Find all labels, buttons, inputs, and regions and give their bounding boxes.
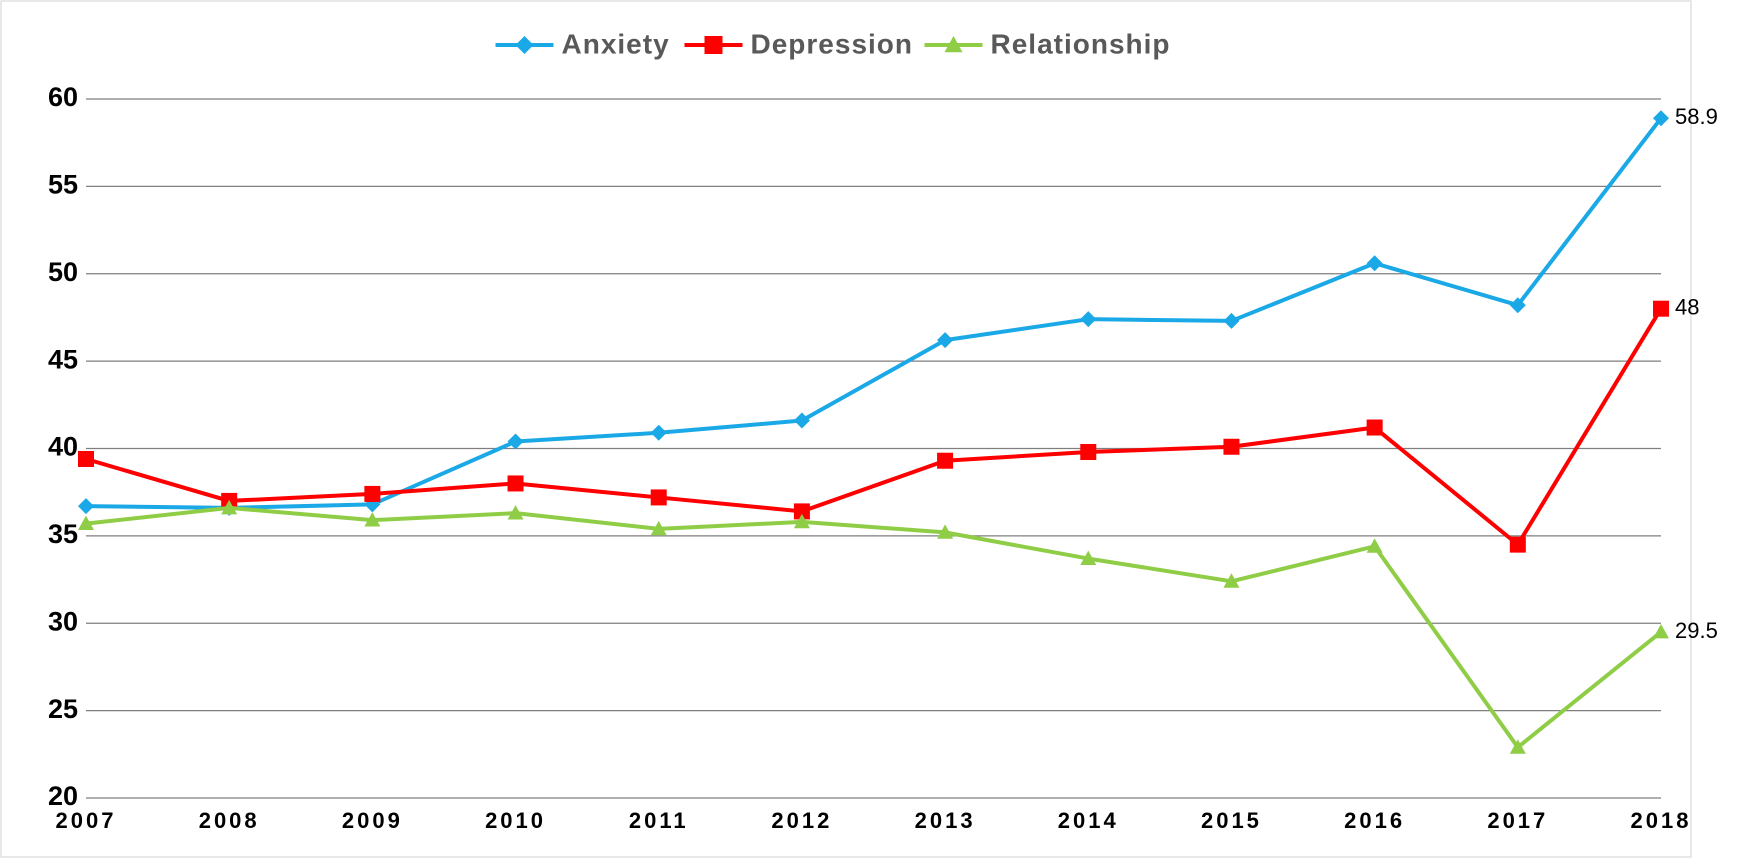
data-point [507, 505, 524, 520]
data-point [1366, 419, 1383, 436]
data-point [1509, 739, 1526, 754]
legend-label: Anxiety [562, 28, 670, 59]
data-point [793, 412, 810, 429]
x-tick-label: 2015 [1201, 808, 1262, 833]
data-point [937, 524, 954, 539]
data-point [1509, 536, 1526, 553]
chart-frame [0, 0, 1692, 858]
x-tick-label: 2017 [1487, 808, 1548, 833]
y-tick-label: 40 [48, 432, 78, 462]
data-point [793, 513, 810, 529]
y-tick-label: 25 [48, 694, 78, 724]
y-tick-label: 60 [48, 82, 78, 112]
y-tick-label: 50 [48, 257, 78, 287]
data-point [1366, 538, 1383, 553]
legend-label: Relationship [991, 28, 1171, 59]
data-point [364, 485, 381, 502]
data-point [1653, 110, 1669, 127]
data-point [650, 520, 667, 536]
legend-marker [944, 36, 963, 53]
data-label: 58.9 [1675, 104, 1718, 129]
x-tick-label: 2018 [1631, 808, 1692, 833]
x-tick-label: 2016 [1344, 808, 1405, 833]
data-label: 48 [1675, 295, 1699, 320]
x-tick-label: 2014 [1058, 808, 1119, 833]
data-point [793, 503, 810, 520]
legend-marker [515, 36, 534, 54]
series-line [85, 505, 1663, 750]
data-point [650, 489, 667, 506]
x-tick-label: 2009 [342, 808, 403, 833]
data-point [507, 433, 524, 450]
data-point [1366, 255, 1383, 272]
data-point [1080, 443, 1097, 460]
data-point [364, 512, 381, 527]
y-tick-label: 30 [48, 606, 78, 636]
legend-marker [704, 36, 723, 54]
data-point [78, 515, 94, 531]
x-tick-label: 2012 [771, 808, 832, 833]
data-point [1223, 573, 1240, 588]
series-line [85, 307, 1663, 547]
data-point [1080, 311, 1097, 328]
y-tick-label: 45 [48, 344, 78, 374]
x-tick-label: 2008 [199, 808, 260, 833]
data-point [507, 475, 524, 492]
data-point [78, 450, 94, 467]
data-point [1653, 623, 1669, 639]
data-point [1080, 550, 1097, 565]
y-tick-label: 35 [48, 519, 78, 549]
data-point [650, 424, 667, 441]
x-tick-label: 2010 [485, 808, 546, 833]
data-label: 29.5 [1675, 618, 1718, 643]
data-point [221, 499, 238, 515]
data-point [78, 498, 94, 515]
data-point [1653, 300, 1669, 317]
data-point [1509, 297, 1526, 314]
x-tick-label: 2013 [915, 808, 976, 833]
y-tick-label: 20 [48, 781, 78, 811]
x-tick-label: 2011 [629, 808, 689, 833]
y-tick-label: 55 [48, 170, 78, 200]
data-point [1223, 312, 1240, 329]
x-tick-label: 2007 [56, 808, 117, 833]
data-point [937, 332, 954, 349]
series-line [85, 117, 1663, 510]
data-point [937, 452, 954, 469]
data-point [1223, 438, 1240, 455]
legend-label: Depression [751, 28, 914, 59]
